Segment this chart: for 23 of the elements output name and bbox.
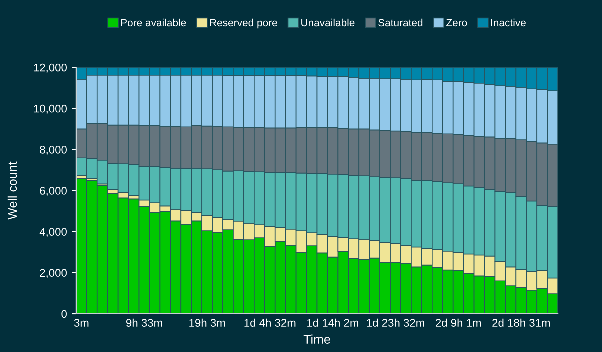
legend-label: Pore available xyxy=(121,18,186,27)
y-tick-label: 0 xyxy=(62,310,67,318)
y-tick-label: 10,000 xyxy=(34,104,67,114)
y-tick-label: 6,000 xyxy=(40,187,67,196)
x-tick-label: 9h 33m xyxy=(126,318,162,328)
x-tick-label: 1d 14h 2m xyxy=(308,318,358,328)
y-tick-label: 4,000 xyxy=(40,228,67,238)
x-axis-title: Time xyxy=(304,334,330,344)
x-tick-label: 1d 23h 32m xyxy=(367,318,424,328)
x-tick-label: 3m xyxy=(74,319,89,328)
y-tick-label: 2,000 xyxy=(40,269,67,278)
x-tick-label: 2d 9h 1m xyxy=(436,318,482,328)
x-tick-label: 19h 3m xyxy=(190,318,226,328)
y-tick-label: 12,000 xyxy=(34,64,67,74)
x-tick-label: 1d 4h 32m xyxy=(244,318,296,328)
legend-label: Zero xyxy=(446,19,468,27)
y-tick-label: 8,000 xyxy=(40,146,67,156)
y-axis-title: Well count xyxy=(8,162,18,220)
legend-label: Saturated xyxy=(378,18,423,27)
legend-label: Reserved pore xyxy=(210,18,278,29)
legend-label: Unavailable xyxy=(302,18,355,27)
x-tick-label: 2d 18h 31m xyxy=(492,318,550,328)
legend-label: Inactive xyxy=(491,18,526,27)
